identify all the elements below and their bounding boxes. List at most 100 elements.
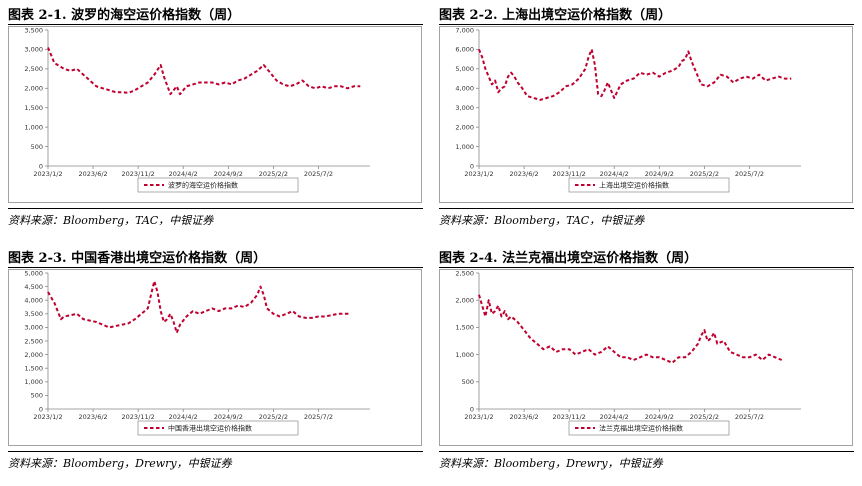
chart-frame bbox=[8, 26, 422, 203]
source-divider-2 bbox=[439, 208, 854, 209]
x-tick-label: 2024/4/2 bbox=[169, 413, 198, 421]
y-tick-label: 5,000 bbox=[455, 65, 474, 73]
chart-panel-4: 图表 2-4. 法兰克福出境空运价格指数（周） 0 500 1,000 1,500 2,… bbox=[431, 243, 862, 486]
source-note-1: 资料来源：Bloomberg，TAC，中银证券 bbox=[8, 214, 214, 227]
y-tick-label: 1,000 bbox=[455, 351, 474, 359]
title-divider-2 bbox=[439, 24, 854, 25]
x-tick-label: 2024/9/2 bbox=[645, 170, 674, 178]
x-tick-label: 2025/2/2 bbox=[259, 413, 288, 421]
y-tick-label: 0 bbox=[39, 162, 43, 170]
series-line bbox=[478, 48, 792, 101]
source-note-3: 资料来源：Bloomberg，Drewry，中银证券 bbox=[8, 457, 232, 470]
title-divider-3 bbox=[8, 267, 423, 268]
line-chart-2: 0 1,000 2,000 3,000 4,000 5,000 6,000 7,000 2023… bbox=[439, 26, 853, 203]
y-tick-label: 0 bbox=[470, 162, 474, 170]
x-tick-label: 2023/11/2 bbox=[552, 413, 585, 421]
y-tick-label: 2,500 bbox=[455, 269, 474, 277]
x-tick-label: 2025/7/2 bbox=[304, 170, 333, 178]
chart-title-3: 图表 2-3. 中国香港出境空运价格指数（周） bbox=[8, 251, 267, 266]
x-tick-label: 2023/11/2 bbox=[121, 170, 154, 178]
y-tick-label: 2,000 bbox=[455, 123, 474, 131]
legend-label: 法兰克福出境空运价格指数 bbox=[599, 424, 683, 433]
x-tick-label: 2024/9/2 bbox=[645, 413, 674, 421]
y-tick-label: 500 bbox=[462, 378, 474, 386]
x-tick-label: 2025/7/2 bbox=[304, 413, 333, 421]
source-divider-3 bbox=[8, 451, 423, 452]
series-line bbox=[47, 280, 351, 334]
y-tick-label: 2,500 bbox=[24, 65, 43, 73]
y-tick-label: 1,500 bbox=[24, 104, 43, 112]
y-tick-label: 4,500 bbox=[24, 283, 43, 291]
legend-label: 上海出境空运价格指数 bbox=[599, 181, 669, 190]
y-tick-label: 1,500 bbox=[24, 365, 43, 373]
chart-panel-1: 图表 2-1. 波罗的海空运价格指数（周） 0 500 1,000 1,500 2,00… bbox=[0, 0, 431, 243]
x-tick-label: 2023/1/2 bbox=[464, 170, 493, 178]
chart-panel-2: 图表 2-2. 上海出境空运价格指数（周） 0 1,000 2,000 3,000 4,… bbox=[431, 0, 862, 243]
source-divider-4 bbox=[439, 451, 854, 452]
chart-title-2: 图表 2-2. 上海出境空运价格指数（周） bbox=[439, 8, 672, 23]
legend-box bbox=[568, 420, 730, 436]
x-tick-label: 2025/7/2 bbox=[735, 413, 764, 421]
x-tick-label: 2024/9/2 bbox=[214, 413, 243, 421]
y-tick-label: 1,500 bbox=[455, 324, 474, 332]
x-tick-label: 2024/4/2 bbox=[600, 170, 629, 178]
y-tick-label: 2,000 bbox=[24, 85, 43, 93]
legend-box bbox=[568, 177, 730, 193]
y-tick-label: 4,000 bbox=[24, 297, 43, 305]
source-note-4: 资料来源：Bloomberg，Drewry，中银证券 bbox=[439, 457, 663, 470]
chart-panel-3: 图表 2-3. 中国香港出境空运价格指数（周） 0 500 1,000 1,500 2,… bbox=[0, 243, 431, 486]
y-tick-label: 1,000 bbox=[24, 378, 43, 386]
chart-frame bbox=[8, 269, 422, 446]
legend-label: 波罗的海空运价格指数 bbox=[168, 181, 238, 190]
x-tick-label: 2023/6/2 bbox=[509, 413, 538, 421]
y-tick-label: 500 bbox=[31, 392, 43, 400]
chart-title-4: 图表 2-4. 法兰克福出境空运价格指数（周） bbox=[439, 251, 698, 266]
title-divider-1 bbox=[8, 24, 423, 25]
y-tick-label: 0 bbox=[470, 405, 474, 413]
x-tick-label: 2024/4/2 bbox=[169, 170, 198, 178]
x-tick-label: 2025/2/2 bbox=[259, 170, 288, 178]
y-tick-label: 3,500 bbox=[24, 26, 43, 34]
line-chart-4: 0 500 1,000 1,500 2,000 2,500 2023/1/2 2023/6/2… bbox=[439, 269, 853, 446]
source-divider-1 bbox=[8, 208, 423, 209]
y-tick-label: 0 bbox=[39, 405, 43, 413]
y-tick-label: 7,000 bbox=[455, 26, 474, 34]
line-chart-1: 0 500 1,000 1,500 2,000 2,500 3,000 3,500 2023/1… bbox=[8, 26, 422, 203]
legend-label: 中国香港出境空运价格指数 bbox=[168, 424, 252, 433]
x-tick-label: 2025/2/2 bbox=[690, 170, 719, 178]
y-tick-label: 6,000 bbox=[455, 46, 474, 54]
x-tick-label: 2023/6/2 bbox=[78, 170, 107, 178]
x-tick-label: 2023/11/2 bbox=[121, 413, 154, 421]
y-tick-label: 2,500 bbox=[24, 337, 43, 345]
line-chart-3: 0 500 1,000 1,500 2,000 2,500 3,000 3,500 4,000 4… bbox=[8, 269, 422, 446]
x-tick-label: 2023/6/2 bbox=[78, 413, 107, 421]
x-tick-label: 2023/11/2 bbox=[552, 170, 585, 178]
series-line bbox=[47, 47, 361, 96]
chart-frame bbox=[439, 26, 853, 203]
y-tick-label: 1,000 bbox=[455, 143, 474, 151]
source-note-2: 资料来源：Bloomberg，TAC，中银证券 bbox=[439, 214, 645, 227]
chart-frame bbox=[439, 269, 853, 446]
x-tick-label: 2023/6/2 bbox=[509, 170, 538, 178]
title-divider-4 bbox=[439, 267, 854, 268]
legend-box bbox=[137, 177, 299, 193]
y-tick-label: 2,000 bbox=[455, 297, 474, 305]
y-tick-label: 2,000 bbox=[24, 351, 43, 359]
chart-title-1: 图表 2-1. 波罗的海空运价格指数（周） bbox=[8, 8, 241, 23]
y-tick-label: 5,000 bbox=[24, 269, 43, 277]
x-tick-label: 2023/1/2 bbox=[33, 170, 62, 178]
x-tick-label: 2024/9/2 bbox=[214, 170, 243, 178]
x-tick-label: 2025/7/2 bbox=[735, 170, 764, 178]
y-tick-label: 3,000 bbox=[24, 324, 43, 332]
y-tick-label: 3,500 bbox=[24, 310, 43, 318]
y-tick-label: 4,000 bbox=[455, 85, 474, 93]
x-tick-label: 2025/2/2 bbox=[690, 413, 719, 421]
x-tick-label: 2023/1/2 bbox=[33, 413, 62, 421]
y-tick-label: 3,000 bbox=[24, 46, 43, 54]
y-tick-label: 500 bbox=[31, 143, 43, 151]
legend-box bbox=[137, 420, 299, 436]
y-tick-label: 3,000 bbox=[455, 104, 474, 112]
series-line bbox=[478, 294, 783, 364]
x-tick-label: 2024/4/2 bbox=[600, 413, 629, 421]
x-tick-label: 2023/1/2 bbox=[464, 413, 493, 421]
